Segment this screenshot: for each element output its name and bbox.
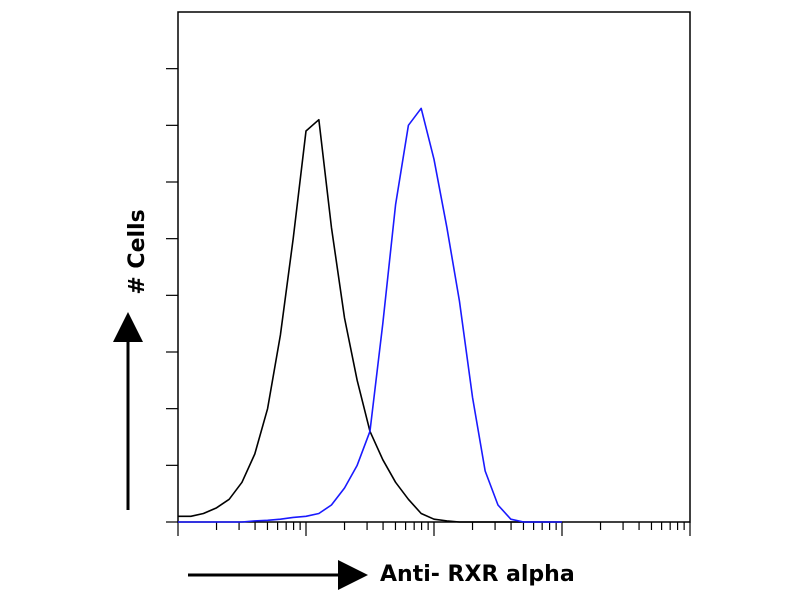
plot-frame [177,11,691,523]
histogram-line [178,118,562,523]
histogram-line [178,107,562,523]
y-axis-label: # Cells [125,209,150,294]
x-axis-label: Anti- RXR alpha [380,562,575,587]
